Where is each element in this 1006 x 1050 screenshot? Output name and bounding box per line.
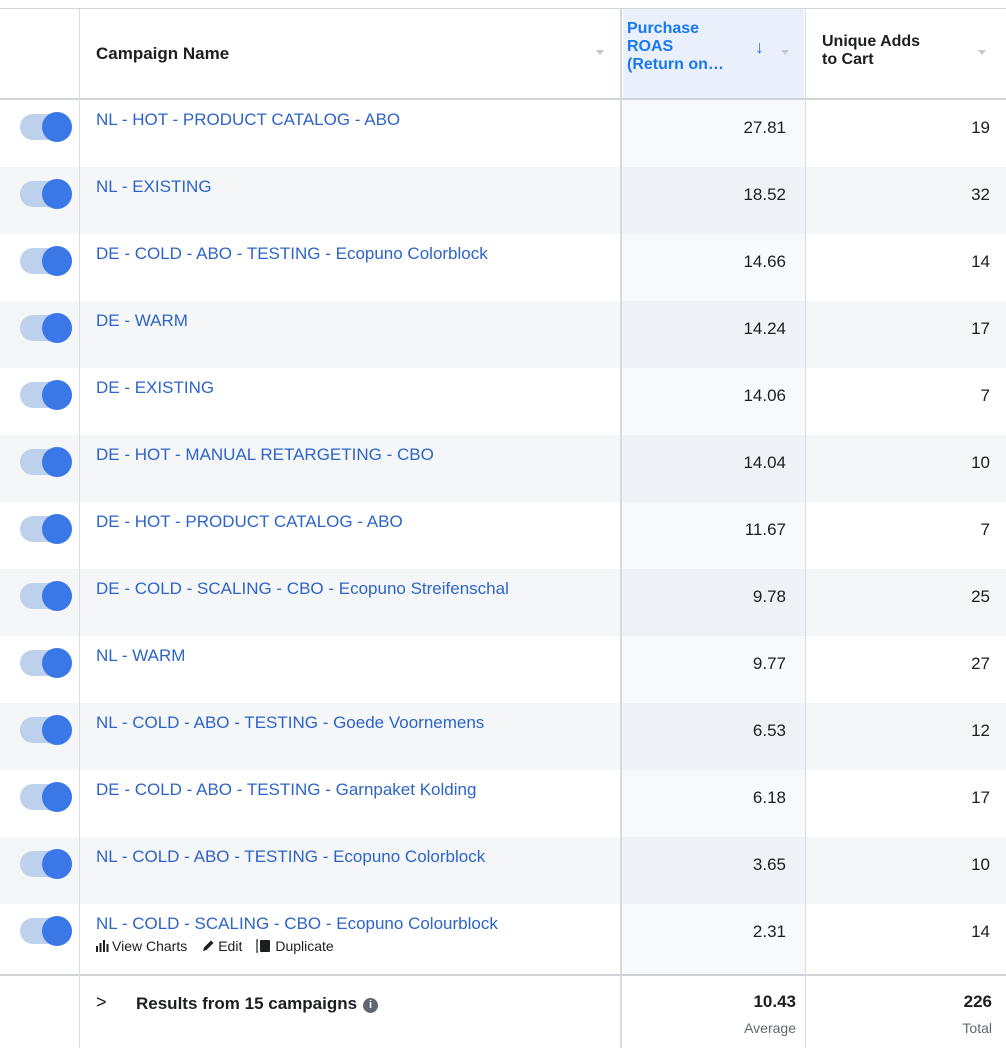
table-row[interactable]: NL - COLD - ABO - TESTING - Ecopuno Colo… [0,837,1006,904]
campaign-name-link[interactable]: NL - HOT - PRODUCT CATALOG - ABO [96,110,401,129]
caret-down-icon[interactable] [978,50,986,55]
adds-value: 14 [971,252,990,271]
roas-value: 3.65 [752,855,786,874]
adds-total-label: Total [962,1020,992,1036]
table-header: Campaign Name Purchase ROAS (Return on… … [0,9,1006,100]
table-row[interactable]: NL - WARM 9.77 27 [0,636,1006,703]
campaign-toggle[interactable] [20,447,72,477]
roas-value: 18.52 [743,185,786,204]
roas-value: 6.18 [752,788,786,807]
roas-value: 9.77 [752,654,786,673]
caret-down-icon[interactable] [596,50,604,55]
roas-value: 27.81 [743,118,786,137]
campaign-name-link[interactable]: DE - HOT - PRODUCT CATALOG - ABO [96,512,403,531]
table-row[interactable]: NL - COLD - ABO - TESTING - Goede Voorne… [0,703,1006,770]
column-header-campaign-name[interactable]: Campaign Name [96,9,596,98]
adds-value: 12 [971,721,990,740]
campaign-toggle[interactable] [20,782,72,812]
campaign-toggle[interactable] [20,112,72,142]
roas-value: 9.78 [752,587,786,606]
roas-value: 14.06 [743,386,786,405]
campaign-toggle[interactable] [20,380,72,410]
table-footer: > Results from 15 campaigns i 10.43 Avera… [0,974,1006,1050]
arrow-down-icon[interactable]: ↓ [755,37,764,57]
caret-down-icon[interactable] [781,50,789,55]
campaign-toggle[interactable] [20,715,72,745]
table-row[interactable]: DE - HOT - PRODUCT CATALOG - ABO 11.67 7 [0,502,1006,569]
adds-value: 19 [971,118,990,137]
adds-value: 25 [971,587,990,606]
roas-value: 14.24 [743,319,786,338]
adds-value: 27 [971,654,990,673]
campaign-name-link[interactable]: NL - COLD - ABO - TESTING - Ecopuno Colo… [96,847,486,866]
campaign-toggle[interactable] [20,648,72,678]
campaign-name-link[interactable]: NL - COLD - ABO - TESTING - Goede Voorne… [96,713,485,732]
column-divider [79,9,80,1048]
campaign-name-link[interactable]: NL - COLD - SCALING - CBO - Ecopuno Colo… [96,914,498,933]
duplicate-icon [256,939,271,953]
adds-value: 17 [971,788,990,807]
info-icon[interactable]: i [363,998,379,1013]
adds-value: 14 [971,922,990,941]
campaign-name-link[interactable]: DE - COLD - SCALING - CBO - Ecopuno Stre… [96,579,509,598]
roas-value: 2.31 [752,922,786,941]
duplicate-link[interactable]: Duplicate [256,938,334,954]
campaign-toggle[interactable] [20,916,72,946]
roas-average-value: 10.43 [753,992,796,1011]
adds-value: 10 [971,855,990,874]
results-summary[interactable]: Results from 15 campaigns i [136,994,379,1014]
roas-value: 6.53 [752,721,786,740]
row-actions: View Charts Edit Duplicate [96,938,334,954]
campaign-toggle[interactable] [20,514,72,544]
column-header-purchase-roas[interactable]: Purchase ROAS (Return on… ↓ [623,9,804,98]
column-header-label: Purchase ROAS (Return on… [627,20,724,73]
campaign-name-link[interactable]: DE - COLD - ABO - TESTING - Ecopuno Colo… [96,244,488,263]
chevron-right-icon[interactable]: > [96,992,107,1012]
view-charts-link[interactable]: View Charts [96,938,187,954]
table-row[interactable]: NL - COLD - SCALING - CBO - Ecopuno Colo… [0,904,1006,974]
table-row[interactable]: DE - HOT - MANUAL RETARGETING - CBO 14.0… [0,435,1006,502]
adds-value: 32 [971,185,990,204]
campaign-toggle[interactable] [20,313,72,343]
roas-value: 11.67 [744,520,786,539]
table-top-border [0,8,1006,9]
adds-value: 10 [971,453,990,472]
edit-link[interactable]: Edit [201,938,242,954]
table-row[interactable]: DE - COLD - ABO - TESTING - Ecopuno Colo… [0,234,1006,301]
campaign-name-link[interactable]: DE - WARM [96,311,188,330]
column-header-label: Unique Adds to Cart [822,33,921,68]
bar-chart-icon [96,940,109,952]
adds-total-value: 226 [963,992,992,1011]
pencil-icon [203,940,214,951]
adds-value: 7 [980,520,990,539]
campaign-name-link[interactable]: DE - HOT - MANUAL RETARGETING - CBO [96,445,434,464]
table-row[interactable]: DE - WARM 14.24 17 [0,301,1006,368]
adds-value: 7 [980,386,990,405]
campaign-toggle[interactable] [20,581,72,611]
table-row[interactable]: DE - COLD - ABO - TESTING - Garnpaket Ko… [0,770,1006,837]
campaign-toggle[interactable] [20,849,72,879]
table-row[interactable]: NL - HOT - PRODUCT CATALOG - ABO 27.81 1… [0,100,1006,167]
table-row[interactable]: DE - EXISTING 14.06 7 [0,368,1006,435]
roas-average-label: Average [744,1020,796,1036]
adds-value: 17 [971,319,990,338]
column-header-label: Campaign Name [96,43,230,63]
campaign-toggle[interactable] [20,246,72,276]
campaign-name-link[interactable]: DE - COLD - ABO - TESTING - Garnpaket Ko… [96,780,477,799]
column-divider [620,9,622,1048]
column-header-unique-adds-to-cart[interactable]: Unique Adds to Cart [806,9,1006,98]
roas-value: 14.66 [743,252,786,271]
roas-value: 14.04 [743,453,786,472]
campaign-toggle[interactable] [20,179,72,209]
table-row[interactable]: NL - EXISTING 18.52 32 [0,167,1006,234]
campaign-name-link[interactable]: DE - EXISTING [96,378,215,397]
table-row[interactable]: DE - COLD - SCALING - CBO - Ecopuno Stre… [0,569,1006,636]
campaign-name-link[interactable]: NL - EXISTING [96,177,212,196]
column-divider [805,9,806,1048]
campaign-name-link[interactable]: NL - WARM [96,646,186,665]
